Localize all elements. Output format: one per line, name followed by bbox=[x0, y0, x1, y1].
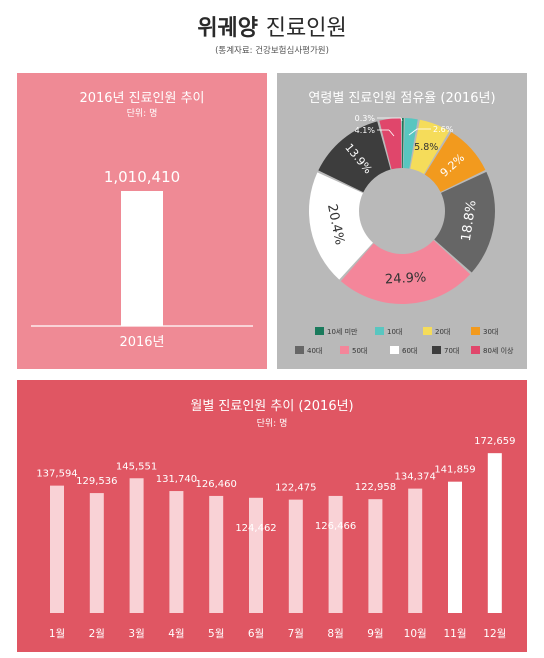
monthly-category-label: 4월 bbox=[168, 628, 184, 640]
monthly-value-label: 134,374 bbox=[395, 472, 436, 483]
page-title: 위궤양 진료인원 bbox=[197, 16, 347, 41]
age-donut-chart: 5.8%9.2%18.8%24.9%20.4%13.9%0.3%4.1% 2.6%… bbox=[295, 114, 514, 355]
legend-label: 60대 bbox=[402, 347, 417, 355]
donut-value-label: 18.8% bbox=[459, 199, 480, 242]
monthly-panel: 월별 진료인원 추이 (2016년) 단위: 명 137,594 1월 129,53… bbox=[17, 380, 527, 652]
annual-total-panel: 2016년 진료인원 추이 단위: 명 1,010,410 2016년 bbox=[17, 73, 267, 369]
legend-label: 70대 bbox=[444, 347, 459, 355]
donut-leader-line bbox=[388, 129, 395, 137]
monthly-chart-title: 월별 진료인원 추이 (2016년) bbox=[190, 399, 354, 414]
monthly-bar bbox=[50, 485, 64, 613]
monthly-category-label: 3월 bbox=[128, 628, 144, 640]
monthly-value-label: 145,551 bbox=[116, 461, 157, 472]
header: 위궤양 진료인원 (통계자료: 건강보험심사평가원) bbox=[0, 0, 544, 68]
monthly-value-label: 124,462 bbox=[235, 523, 276, 534]
monthly-bar bbox=[249, 497, 263, 613]
age-share-panel: 연령별 진료인원 점유율 (2016년) 5.8% 9.2% 18.8% 24.9% 2… bbox=[277, 73, 527, 369]
monthly-bar bbox=[288, 499, 303, 613]
source-note: (통계자료: 건강보험심사평가원) bbox=[215, 46, 329, 56]
legend-label: 80세 이상 bbox=[483, 346, 514, 355]
annual-chart-unit: 단위: 명 bbox=[126, 109, 158, 119]
legend-swatch bbox=[315, 327, 324, 335]
monthly-category-label: 11월 bbox=[443, 628, 466, 640]
monthly-bar bbox=[209, 495, 224, 613]
donut-slice bbox=[434, 171, 495, 273]
donut-leader-line bbox=[400, 117, 403, 122]
age-chart-title: 연령별 진료인원 점유율 (2016년) bbox=[308, 91, 496, 106]
donut-leader-line bbox=[408, 128, 418, 136]
monthly-bar bbox=[328, 495, 343, 613]
donut-value-label: 0.3% bbox=[355, 114, 376, 123]
monthly-value-label: 122,475 bbox=[275, 483, 316, 494]
monthly-bar bbox=[169, 491, 184, 613]
legend-label: 20대 bbox=[435, 328, 450, 336]
monthly-category-label: 5월 bbox=[208, 628, 224, 640]
monthly-value-label: 122,958 bbox=[355, 482, 396, 493]
legend-swatch bbox=[471, 346, 480, 354]
monthly-bar bbox=[368, 499, 383, 613]
monthly-category-label: 12월 bbox=[483, 628, 506, 640]
monthly-category-label: 6월 bbox=[248, 628, 264, 640]
legend-swatch bbox=[423, 327, 432, 335]
legend-swatch bbox=[432, 346, 441, 354]
monthly-category-label: 2월 bbox=[89, 628, 105, 640]
legend-label: 30대 bbox=[483, 328, 498, 336]
legend-swatch bbox=[471, 327, 480, 335]
annual-category-label: 2016년 bbox=[119, 335, 164, 350]
donut-value-label: 5.8% bbox=[414, 142, 438, 153]
donut-slice bbox=[340, 240, 471, 304]
legend-swatch bbox=[340, 346, 349, 354]
annual-value-label: 1,010,410 bbox=[104, 168, 180, 186]
monthly-category-label: 9월 bbox=[367, 628, 383, 640]
legend-label: 10세 미만 bbox=[327, 327, 358, 336]
monthly-category-label: 8월 bbox=[327, 628, 343, 640]
donut-slice bbox=[410, 119, 450, 175]
monthly-bar bbox=[487, 453, 502, 613]
monthly-value-label: 131,740 bbox=[156, 474, 197, 485]
donut-slice bbox=[424, 132, 486, 192]
annual-bar bbox=[121, 191, 163, 326]
monthly-value-label: 172,659 bbox=[474, 436, 515, 447]
monthly-bar bbox=[408, 488, 423, 613]
monthly-category-label: 1월 bbox=[49, 628, 65, 640]
donut-value-label: 2.6% bbox=[433, 125, 454, 134]
monthly-bar-chart: 137,594 1월 129,536 2월 145,551 3월 131,740 4월 126,… bbox=[36, 436, 515, 640]
legend-label: 10대 bbox=[387, 328, 402, 336]
donut-slice bbox=[318, 121, 391, 193]
monthly-value-label: 137,594 bbox=[36, 469, 77, 480]
donut-slice bbox=[379, 118, 402, 170]
legend-label: 50대 bbox=[352, 347, 367, 355]
monthly-bar bbox=[89, 493, 104, 613]
monthly-value-label: 141,859 bbox=[434, 465, 475, 476]
donut-value-label: 4.1% bbox=[355, 126, 376, 135]
monthly-category-label: 10월 bbox=[404, 628, 427, 640]
legend-swatch bbox=[295, 346, 304, 354]
donut-value-label: 24.9% bbox=[385, 270, 427, 287]
legend-swatch bbox=[375, 327, 384, 335]
monthly-bar bbox=[129, 478, 144, 613]
donut-slice bbox=[309, 172, 373, 280]
monthly-category-label: 7월 bbox=[288, 628, 304, 640]
annual-bar-chart: 1,010,410 2016년 bbox=[31, 168, 253, 350]
monthly-bar bbox=[448, 481, 462, 613]
monthly-value-label: 129,536 bbox=[76, 476, 117, 487]
annual-chart-title: 2016년 진료인원 추이 bbox=[79, 91, 205, 106]
legend-swatch bbox=[390, 346, 399, 354]
monthly-value-label: 126,460 bbox=[196, 479, 237, 490]
donut-slice bbox=[402, 118, 404, 169]
monthly-value-label: 126,466 bbox=[315, 521, 356, 532]
monthly-chart-unit: 단위: 명 bbox=[256, 419, 288, 429]
legend-label: 40대 bbox=[307, 347, 322, 355]
